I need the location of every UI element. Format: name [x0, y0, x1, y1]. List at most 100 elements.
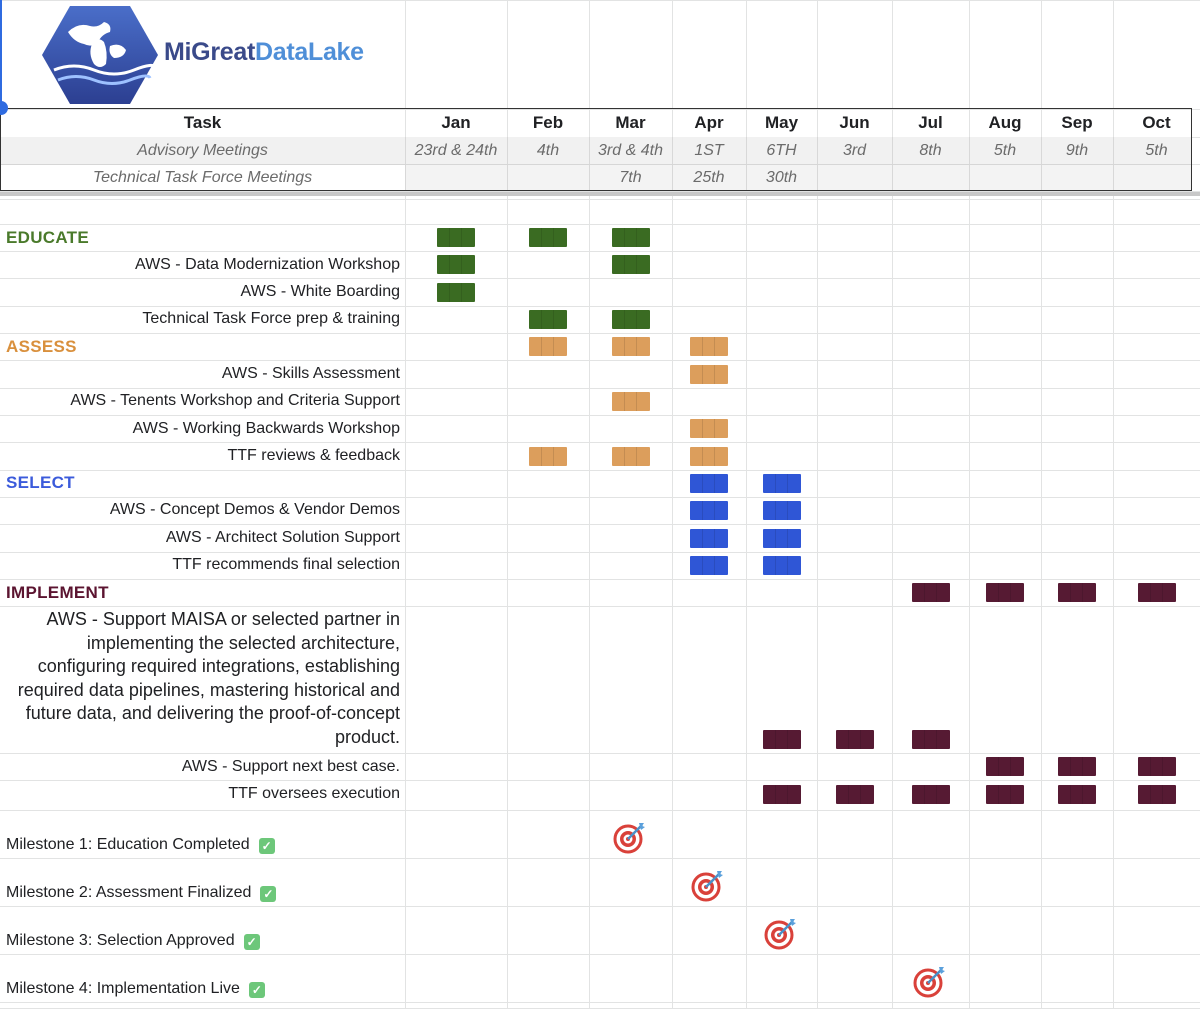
advisory-meeting-date: 4th: [536, 141, 560, 159]
grid-line: [0, 810, 1200, 811]
task-label: TTF reviews & feedback: [227, 447, 401, 465]
grid-line: [0, 388, 1200, 389]
grid-line: [0, 0, 1200, 1]
grid-line: [0, 360, 1200, 361]
ttf-meeting-date: [1041, 164, 1113, 191]
target-icon: [613, 823, 645, 854]
grid-line: [0, 109, 1200, 110]
gantt-bar-educate: [612, 228, 650, 247]
month-header: Apr: [694, 113, 724, 132]
gantt-bar-select: [763, 556, 801, 575]
gantt-bar-assess: [529, 337, 567, 356]
gantt-bar-select: [763, 501, 801, 520]
grid-line: [0, 552, 1200, 553]
grid-line: [0, 415, 1200, 416]
month-header: Jun: [839, 113, 870, 132]
ttf-meeting-date: 30th: [765, 168, 798, 186]
grid-line: [0, 442, 1200, 443]
check-mark-icon: ✓: [243, 933, 260, 950]
check-mark-icon: ✓: [260, 885, 277, 902]
header-shade: [0, 137, 1192, 164]
grid-line: [0, 954, 1200, 955]
grid-line: [0, 306, 1200, 307]
task-label: AWS - White Boarding: [240, 283, 400, 301]
ttf-meeting-date: [405, 164, 507, 191]
ttf-meeting-date: [892, 164, 969, 191]
gantt-bar-assess: [690, 447, 728, 466]
gantt-bar-educate: [612, 255, 650, 274]
task-label: AWS - Tenents Workshop and Criteria Supp…: [70, 392, 400, 410]
gantt-bar-implement: [912, 583, 950, 602]
gantt-bar-select: [690, 529, 728, 548]
grid-line: [0, 251, 1200, 252]
advisory-meeting-date: 23rd & 24th: [414, 141, 498, 159]
gantt-bar-implement: [912, 730, 950, 749]
grid-line: [672, 0, 673, 1009]
gantt-bar-assess: [529, 447, 567, 466]
month-header: Aug: [988, 113, 1022, 132]
grid-line: [0, 606, 1200, 607]
grid-line: [0, 191, 1200, 192]
gantt-bar-implement: [986, 583, 1024, 602]
month-header: Feb: [532, 113, 564, 132]
grid-line: [0, 333, 1200, 334]
month-header: Jan: [441, 113, 471, 132]
phase-label-implement: IMPLEMENT: [6, 582, 109, 602]
grid-line: [746, 0, 747, 1009]
task-label: AWS - Working Backwards Workshop: [132, 419, 400, 437]
task-label: AWS - Support next best case.: [181, 757, 400, 775]
gantt-bar-implement: [1138, 785, 1176, 804]
cell-selection-handle[interactable]: [0, 101, 8, 115]
grid-line: [589, 0, 590, 1009]
gantt-bar-educate: [437, 255, 475, 274]
gantt-bar-assess: [690, 337, 728, 356]
task-label: AWS - Concept Demos & Vendor Demos: [109, 501, 400, 519]
check-mark-icon: ✓: [248, 981, 265, 998]
grid-line: [0, 524, 1200, 525]
milestone-label: Milestone 4: Implementation Live ✓: [0, 954, 405, 1002]
logo: MiGreatDataLake: [40, 4, 370, 106]
gantt-bar-implement: [836, 785, 874, 804]
header-bottom-rule: [0, 192, 1200, 196]
grid-line: [969, 0, 970, 1009]
gantt-bar-implement: [1058, 757, 1096, 776]
grid-line: [0, 497, 1200, 498]
target-icon: [764, 919, 796, 950]
header-border: [0, 108, 1192, 191]
advisory-meeting-date: 1ST: [694, 141, 724, 159]
milestone-text: Milestone 2: Assessment Finalized: [6, 883, 252, 901]
gantt-bar-implement: [763, 730, 801, 749]
grid-line: [0, 579, 1200, 580]
phase-label-select: SELECT: [6, 473, 75, 493]
gantt-bar-select: [690, 556, 728, 575]
gantt-bar-implement: [986, 757, 1024, 776]
milestone-label: Milestone 2: Assessment Finalized ✓: [0, 858, 405, 906]
grid-line: [0, 1002, 1200, 1003]
grid-line: [892, 0, 893, 1009]
gantt-bar-select: [763, 529, 801, 548]
grid-line: [817, 0, 818, 1009]
month-header: May: [764, 113, 799, 132]
month-header: Mar: [615, 113, 646, 132]
ttf-meeting-date: 7th: [619, 168, 642, 186]
month-header: Oct: [1142, 113, 1171, 132]
grid-line: [405, 0, 406, 1009]
gantt-bar-implement: [1058, 785, 1096, 804]
gantt-bar-assess: [612, 447, 650, 466]
milestone-label: Milestone 3: Selection Approved ✓: [0, 906, 405, 954]
advisory-meetings-label: Advisory Meetings: [137, 141, 268, 159]
grid-line: [0, 780, 1200, 781]
gantt-bar-implement: [836, 730, 874, 749]
phase-label-educate: EDUCATE: [6, 227, 90, 247]
grid-line: [1041, 0, 1042, 1009]
logo-text: MiGreatDataLake: [164, 38, 364, 66]
grid-line: [0, 858, 1200, 859]
gantt-bar-educate: [437, 283, 475, 302]
ttf-meetings-label: Technical Task Force Meetings: [92, 168, 313, 186]
task-label: AWS - Support MAISA or selected partner …: [17, 609, 400, 747]
gantt-bar-assess: [612, 392, 650, 411]
task-column-header: Task: [183, 113, 222, 132]
gantt-bar-implement: [1138, 583, 1176, 602]
advisory-meeting-date: 5th: [1145, 141, 1168, 159]
